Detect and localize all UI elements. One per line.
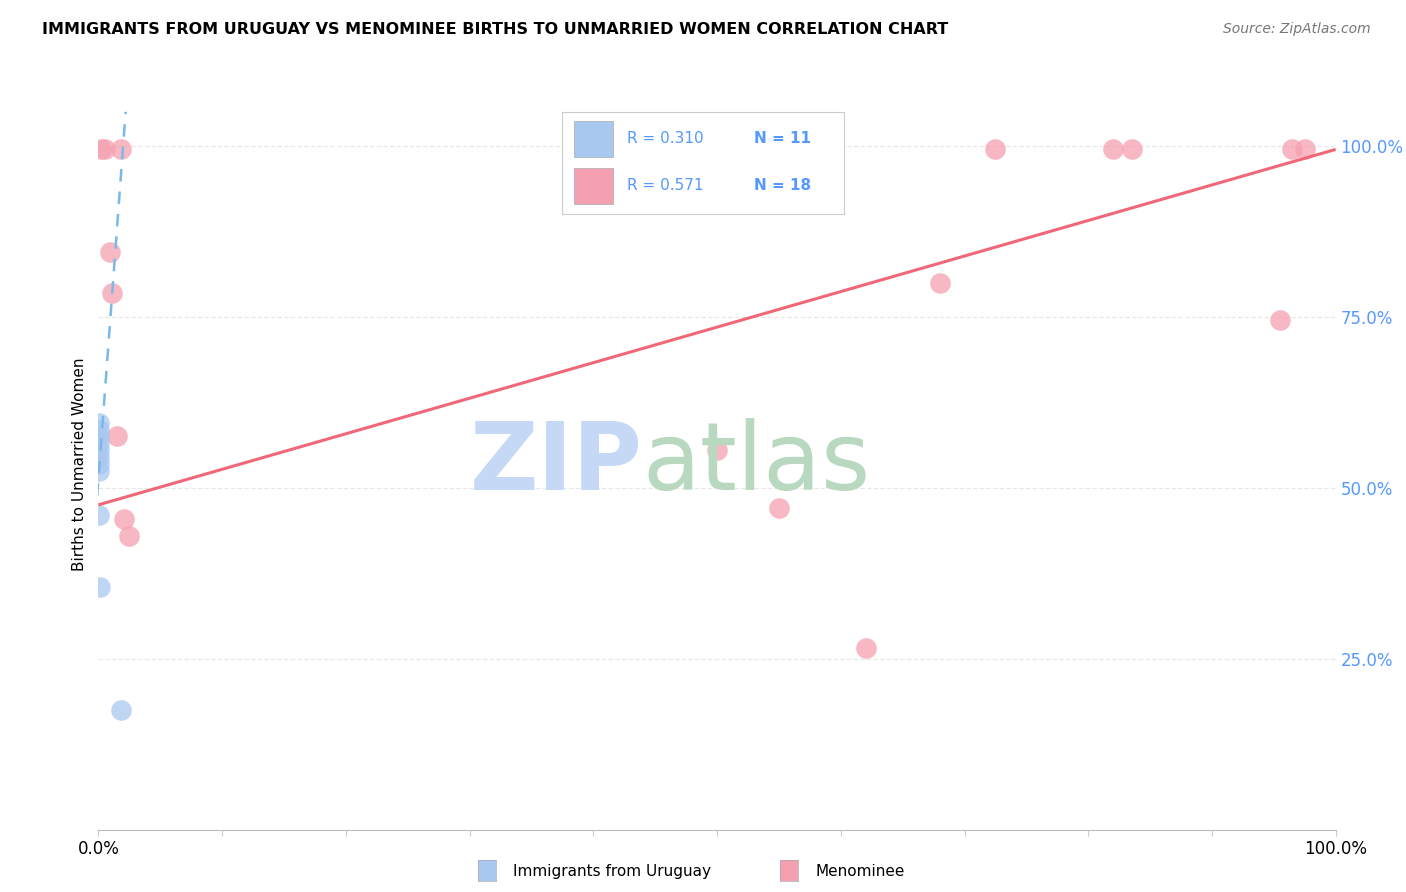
Text: ZIP: ZIP (470, 417, 643, 510)
Point (768, 501, 790, 516)
Point (110, 142, 132, 156)
Point (112, 511, 135, 525)
Text: Immigrants from Uruguay: Immigrants from Uruguay (513, 864, 711, 879)
Text: N = 18: N = 18 (754, 178, 811, 194)
Text: R = 0.310: R = 0.310 (627, 131, 703, 146)
Bar (574, 120, 613, 157)
Y-axis label: Births to Unmarried Women: Births to Unmarried Women (72, 357, 87, 571)
Point (928, 276, 950, 290)
Point (706, 443, 728, 458)
Point (110, 703, 132, 717)
Point (118, 528, 141, 542)
Point (1294, 142, 1316, 156)
Text: IMMIGRANTS FROM URUGUAY VS MENOMINEE BIRTHS TO UNMARRIED WOMEN CORRELATION CHART: IMMIGRANTS FROM URUGUAY VS MENOMINEE BIR… (42, 22, 949, 37)
Point (89, 416, 111, 430)
Point (89, 436, 111, 450)
Point (984, 142, 1007, 156)
Point (105, 429, 128, 443)
Point (101, 285, 124, 300)
Point (1268, 313, 1291, 327)
Text: Source: ZipAtlas.com: Source: ZipAtlas.com (1223, 22, 1371, 37)
Point (89, 443, 111, 458)
Point (855, 641, 877, 656)
Point (1102, 142, 1125, 156)
Text: Menominee: Menominee (815, 864, 905, 879)
Point (89, 429, 111, 443)
Point (89, 423, 111, 437)
Text: N = 11: N = 11 (754, 131, 811, 146)
Point (89, 450, 111, 464)
Point (89, 508, 111, 522)
Point (1121, 142, 1143, 156)
Text: atlas: atlas (643, 417, 872, 510)
Point (98, 244, 121, 259)
Text: R = 0.571: R = 0.571 (627, 178, 703, 194)
Point (89, 580, 111, 594)
Bar (574, 168, 613, 204)
Point (89, 464, 111, 478)
Point (90, 142, 112, 156)
Point (89, 457, 111, 471)
Point (1281, 142, 1303, 156)
Point (93, 142, 115, 156)
